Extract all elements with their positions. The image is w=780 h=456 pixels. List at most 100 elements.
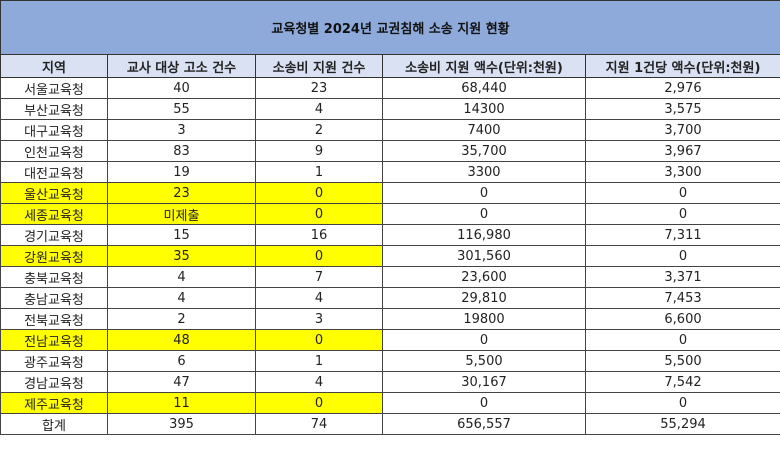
cell-complaints: 11 <box>107 392 256 414</box>
cell-complaints: 48 <box>107 329 256 351</box>
cell-per-case: 0 <box>584 182 780 204</box>
cell-support-count: 0 <box>255 329 383 351</box>
cell-region: 제주교육청 <box>0 392 108 414</box>
cell-support-amount: 35,700 <box>382 140 586 162</box>
cell-complaints: 23 <box>107 182 256 204</box>
table-row: 제주교육청 11 0 0 0 <box>0 392 780 414</box>
cell-support-count: 4 <box>255 371 383 393</box>
cell-per-case: 0 <box>584 329 780 351</box>
cell-region: 서울교육청 <box>0 77 108 99</box>
cell-support-amount: 0 <box>382 392 586 414</box>
cell-per-case: 0 <box>584 392 780 414</box>
cell-support-amount: 0 <box>382 182 586 204</box>
litigation-support-table: 교육청별 2024년 교권침해 소송 지원 현황 지역 교사 대상 고소 건수 … <box>0 0 780 435</box>
header-per-case: 지원 1건당 액수(단위:천원) <box>584 54 780 78</box>
cell-support-count: 4 <box>255 98 383 120</box>
total-support-count: 74 <box>255 413 383 435</box>
cell-support-count: 0 <box>255 392 383 414</box>
cell-per-case: 0 <box>584 245 780 267</box>
cell-per-case: 7,453 <box>584 287 780 309</box>
table-row: 전북교육청 2 3 19800 6,600 <box>0 308 780 330</box>
cell-per-case: 3,967 <box>584 140 780 162</box>
cell-region: 세종교육청 <box>0 203 108 225</box>
cell-complaints: 35 <box>107 245 256 267</box>
cell-complaints: 40 <box>107 77 256 99</box>
table-row: 전남교육청 48 0 0 0 <box>0 329 780 351</box>
cell-complaints: 2 <box>107 308 256 330</box>
cell-support-amount: 0 <box>382 203 586 225</box>
cell-per-case: 3,575 <box>584 98 780 120</box>
table-body: 서울교육청 40 23 68,440 2,976 부산교육청 55 4 14300 3,575 대구… <box>0 77 780 435</box>
table-row: 울산교육청 23 0 0 0 <box>0 182 780 204</box>
cell-region: 대전교육청 <box>0 161 108 183</box>
table-row: 충북교육청 4 7 23,600 3,371 <box>0 266 780 288</box>
cell-support-count: 1 <box>255 161 383 183</box>
cell-per-case: 3,371 <box>584 266 780 288</box>
total-row: 합계 395 74 656,557 55,294 <box>0 413 780 435</box>
cell-support-amount: 19800 <box>382 308 586 330</box>
cell-support-amount: 3300 <box>382 161 586 183</box>
table-row: 대구교육청 3 2 7400 3,700 <box>0 119 780 141</box>
header-region: 지역 <box>0 54 108 78</box>
total-label: 합계 <box>0 413 108 435</box>
cell-support-count: 0 <box>255 182 383 204</box>
title-row: 교육청별 2024년 교권침해 소송 지원 현황 <box>0 0 780 55</box>
cell-support-amount: 301,560 <box>382 245 586 267</box>
cell-support-count: 23 <box>255 77 383 99</box>
cell-complaints: 19 <box>107 161 256 183</box>
total-per-case: 55,294 <box>584 413 780 435</box>
cell-region: 충남교육청 <box>0 287 108 309</box>
table-row: 경남교육청 47 4 30,167 7,542 <box>0 371 780 393</box>
cell-complaints: 47 <box>107 371 256 393</box>
cell-support-count: 7 <box>255 266 383 288</box>
total-complaints: 395 <box>107 413 256 435</box>
cell-support-amount: 5,500 <box>382 350 586 372</box>
cell-support-amount: 0 <box>382 329 586 351</box>
cell-complaints: 6 <box>107 350 256 372</box>
table-row: 세종교육청 미제출 0 0 0 <box>0 203 780 225</box>
cell-region: 광주교육청 <box>0 350 108 372</box>
cell-complaints: 3 <box>107 119 256 141</box>
cell-per-case: 3,700 <box>584 119 780 141</box>
table-row: 광주교육청 6 1 5,500 5,500 <box>0 350 780 372</box>
cell-support-count: 0 <box>255 203 383 225</box>
header-support-count: 소송비 지원 건수 <box>255 54 383 78</box>
table-row: 강원교육청 35 0 301,560 0 <box>0 245 780 267</box>
cell-complaints: 4 <box>107 287 256 309</box>
cell-support-amount: 29,810 <box>382 287 586 309</box>
cell-support-count: 3 <box>255 308 383 330</box>
header-support-amount: 소송비 지원 액수(단위:천원) <box>382 54 586 78</box>
cell-support-count: 0 <box>255 245 383 267</box>
cell-complaints: 15 <box>107 224 256 246</box>
cell-per-case: 3,300 <box>584 161 780 183</box>
cell-region: 부산교육청 <box>0 98 108 120</box>
cell-per-case: 0 <box>584 203 780 225</box>
cell-per-case: 2,976 <box>584 77 780 99</box>
cell-support-count: 2 <box>255 119 383 141</box>
header-row: 지역 교사 대상 고소 건수 소송비 지원 건수 소송비 지원 액수(단위:천원… <box>0 54 780 78</box>
cell-region: 인천교육청 <box>0 140 108 162</box>
table-row: 대전교육청 19 1 3300 3,300 <box>0 161 780 183</box>
cell-support-amount: 116,980 <box>382 224 586 246</box>
cell-support-amount: 30,167 <box>382 371 586 393</box>
cell-region: 전북교육청 <box>0 308 108 330</box>
cell-complaints: 4 <box>107 266 256 288</box>
cell-support-count: 16 <box>255 224 383 246</box>
cell-region: 강원교육청 <box>0 245 108 267</box>
cell-region: 충북교육청 <box>0 266 108 288</box>
cell-region: 울산교육청 <box>0 182 108 204</box>
cell-region: 경남교육청 <box>0 371 108 393</box>
cell-region: 전남교육청 <box>0 329 108 351</box>
table-row: 경기교육청 15 16 116,980 7,311 <box>0 224 780 246</box>
cell-support-count: 4 <box>255 287 383 309</box>
cell-per-case: 5,500 <box>584 350 780 372</box>
table-row: 인천교육청 83 9 35,700 3,967 <box>0 140 780 162</box>
cell-support-amount: 68,440 <box>382 77 586 99</box>
cell-complaints: 55 <box>107 98 256 120</box>
header-complaints: 교사 대상 고소 건수 <box>107 54 256 78</box>
cell-complaints: 83 <box>107 140 256 162</box>
total-support-amount: 656,557 <box>382 413 586 435</box>
cell-region: 경기교육청 <box>0 224 108 246</box>
cell-support-amount: 23,600 <box>382 266 586 288</box>
cell-complaints: 미제출 <box>107 203 256 225</box>
